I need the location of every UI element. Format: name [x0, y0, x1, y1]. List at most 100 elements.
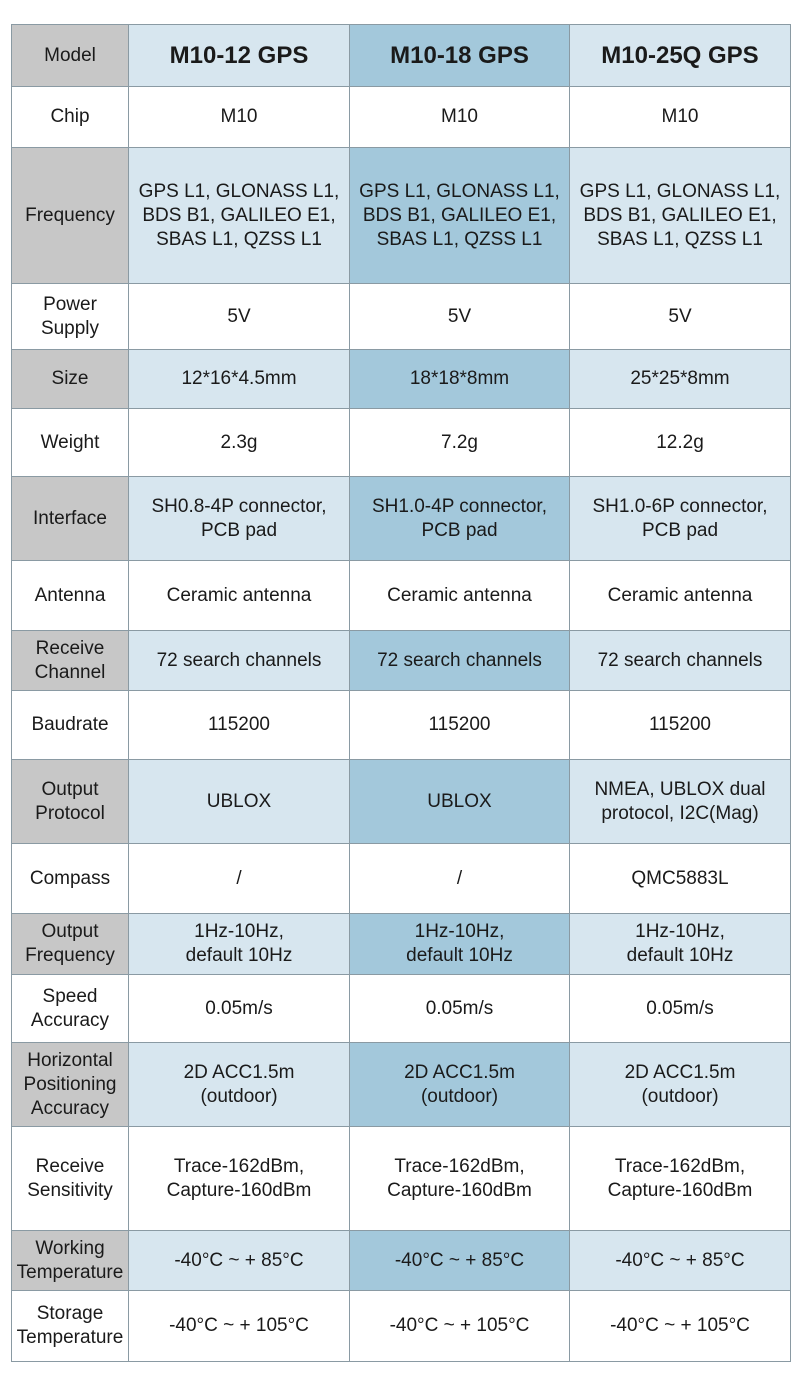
row-label: Baudrate	[11, 690, 129, 760]
table-cell: 1Hz-10Hz, default 10Hz	[349, 913, 570, 975]
row-label-text: Weight	[40, 431, 100, 453]
row-label: Size	[11, 349, 129, 409]
table-cell: 5V	[569, 283, 791, 350]
cell-text: Ceramic antenna	[166, 584, 312, 606]
table-cell: 7.2g	[349, 408, 570, 477]
table-cell: 2D ACC1.5m (outdoor)	[569, 1042, 791, 1127]
spec-comparison-table: Model M10-12 GPS M10-18 GPS M10-25Q GPS …	[11, 24, 791, 1362]
table-cell: 12*16*4.5mm	[128, 349, 350, 409]
row-label-text: Receive Sensitivity	[27, 1155, 113, 1201]
cell-text: 2.3g	[220, 431, 258, 453]
row-label: Working Temperature	[11, 1230, 129, 1291]
cell-text: Trace-162dBm, Capture-160dBm	[166, 1155, 312, 1201]
table-cell: Ceramic antenna	[128, 560, 350, 631]
cell-text: 5V	[227, 305, 251, 327]
table-cell: Trace-162dBm, Capture-160dBm	[128, 1126, 350, 1231]
table-cell: -40°C ~ + 85°C	[569, 1230, 791, 1291]
table-row: Size 12*16*4.5mm 18*18*8mm 25*25*8mm	[11, 349, 791, 409]
row-label-text: Antenna	[34, 584, 106, 606]
row-label: Interface	[11, 476, 129, 561]
cell-text: Trace-162dBm, Capture-160dBm	[387, 1155, 532, 1201]
row-label: Weight	[11, 408, 129, 477]
cell-text: UBLOX	[206, 790, 272, 812]
cell-text: 5V	[447, 305, 472, 327]
cell-text: 2D ACC1.5m (outdoor)	[404, 1061, 515, 1107]
table-cell: 115200	[349, 690, 570, 760]
row-label-text: Baudrate	[31, 714, 109, 735]
table-cell: GPS L1, GLONASS L1, BDS B1, GALILEO E1, …	[128, 147, 350, 284]
table-row: Power Supply 5V 5V 5V	[11, 283, 791, 350]
table-cell: 18*18*8mm	[349, 349, 570, 409]
table-cell: Ceramic antenna	[349, 560, 570, 631]
cell-text: -40°C ~ + 105°C	[169, 1315, 309, 1336]
table-cell: 12.2g	[569, 408, 791, 477]
table-cell: -40°C ~ + 105°C	[128, 1290, 350, 1362]
cell-text: 2D ACC1.5m (outdoor)	[624, 1061, 736, 1107]
row-label: Horizontal Positioning Accuracy	[11, 1042, 129, 1127]
table-cell: GPS L1, GLONASS L1, BDS B1, GALILEO E1, …	[569, 147, 791, 284]
table-row: Working Temperature -40°C ~ + 85°C -40°C…	[11, 1230, 791, 1291]
table-row: Output Frequency 1Hz-10Hz, default 10Hz …	[11, 913, 791, 975]
cell-text: M10	[441, 106, 478, 127]
table-row: Frequency GPS L1, GLONASS L1, BDS B1, GA…	[11, 147, 791, 284]
row-label-text: Power Supply	[40, 293, 100, 339]
cell-text: -40°C ~ + 85°C	[174, 1249, 304, 1271]
row-label-text: Compass	[29, 867, 111, 889]
cell-text: 18*18*8mm	[409, 368, 510, 389]
cell-text: Ceramic antenna	[607, 584, 753, 606]
table-cell: QMC5883L	[569, 843, 791, 914]
column-header-m10-12: M10-12 GPS	[128, 24, 350, 87]
row-label-text: Chip	[50, 106, 90, 127]
table-cell: 1Hz-10Hz, default 10Hz	[128, 913, 350, 975]
row-label-text: Speed Accuracy	[30, 985, 110, 1031]
row-label: Antenna	[11, 560, 129, 631]
cell-text: 72 search channels	[377, 649, 542, 671]
table-cell: 5V	[349, 283, 570, 350]
table-cell: -40°C ~ + 85°C	[349, 1230, 570, 1291]
table-header-row: Model M10-12 GPS M10-18 GPS M10-25Q GPS	[11, 24, 791, 87]
cell-text: 0.05m/s	[425, 997, 494, 1019]
cell-text: M10	[220, 106, 258, 127]
table-cell: 0.05m/s	[349, 974, 570, 1043]
row-label: Receive Channel	[11, 630, 129, 691]
table-cell: SH1.0-6P connector, PCB pad	[569, 476, 791, 561]
table-cell: M10	[128, 86, 350, 148]
cell-text: SH1.0-4P connector, PCB pad	[372, 495, 547, 541]
table-row: Output Protocol UBLOX UBLOX NMEA, UBLOX …	[11, 759, 791, 844]
table-cell: 72 search channels	[128, 630, 350, 691]
row-label-text: Output Protocol	[35, 778, 105, 824]
column-header-m10-18: M10-18 GPS	[349, 24, 570, 87]
cell-text: SH0.8-4P connector, PCB pad	[151, 495, 327, 541]
row-label: Chip	[11, 86, 129, 148]
cell-text: Ceramic antenna	[387, 584, 532, 606]
table-cell: 72 search channels	[349, 630, 570, 691]
row-label: Output Frequency	[11, 913, 129, 975]
cell-text: 72 search channels	[156, 649, 322, 671]
row-label-text: Interface	[33, 507, 107, 529]
cell-text: 7.2g	[441, 431, 478, 453]
table-cell: -40°C ~ + 105°C	[349, 1290, 570, 1362]
table-row: Receive Sensitivity Trace-162dBm, Captur…	[11, 1126, 791, 1231]
table-row: Antenna Ceramic antenna Ceramic antenna …	[11, 560, 791, 631]
table-cell: UBLOX	[349, 759, 570, 844]
row-label: Output Protocol	[11, 759, 129, 844]
table-row: Receive Channel 72 search channels 72 se…	[11, 630, 791, 691]
table-cell: /	[349, 843, 570, 914]
cell-text: 115200	[649, 714, 711, 735]
table-row: Baudrate 115200 115200 115200	[11, 690, 791, 760]
column-header-m10-25q: M10-25Q GPS	[569, 24, 791, 87]
header-label: Model	[11, 24, 129, 87]
table-cell: 2D ACC1.5m (outdoor)	[349, 1042, 570, 1127]
cell-text: 1Hz-10Hz, default 10Hz	[185, 921, 293, 966]
table-cell: Ceramic antenna	[569, 560, 791, 631]
table-cell: SH0.8-4P connector, PCB pad	[128, 476, 350, 561]
row-label-text: Working Temperature	[16, 1237, 124, 1283]
table-cell: 115200	[569, 690, 791, 760]
table-cell: M10	[349, 86, 570, 148]
table-cell: Trace-162dBm, Capture-160dBm	[569, 1126, 791, 1231]
row-label-text: Output Frequency	[25, 921, 115, 966]
table-cell: 1Hz-10Hz, default 10Hz	[569, 913, 791, 975]
cell-text: -40°C ~ + 105°C	[610, 1315, 750, 1336]
cell-text: Trace-162dBm, Capture-160dBm	[607, 1155, 753, 1201]
cell-text: 72 search channels	[597, 649, 763, 671]
